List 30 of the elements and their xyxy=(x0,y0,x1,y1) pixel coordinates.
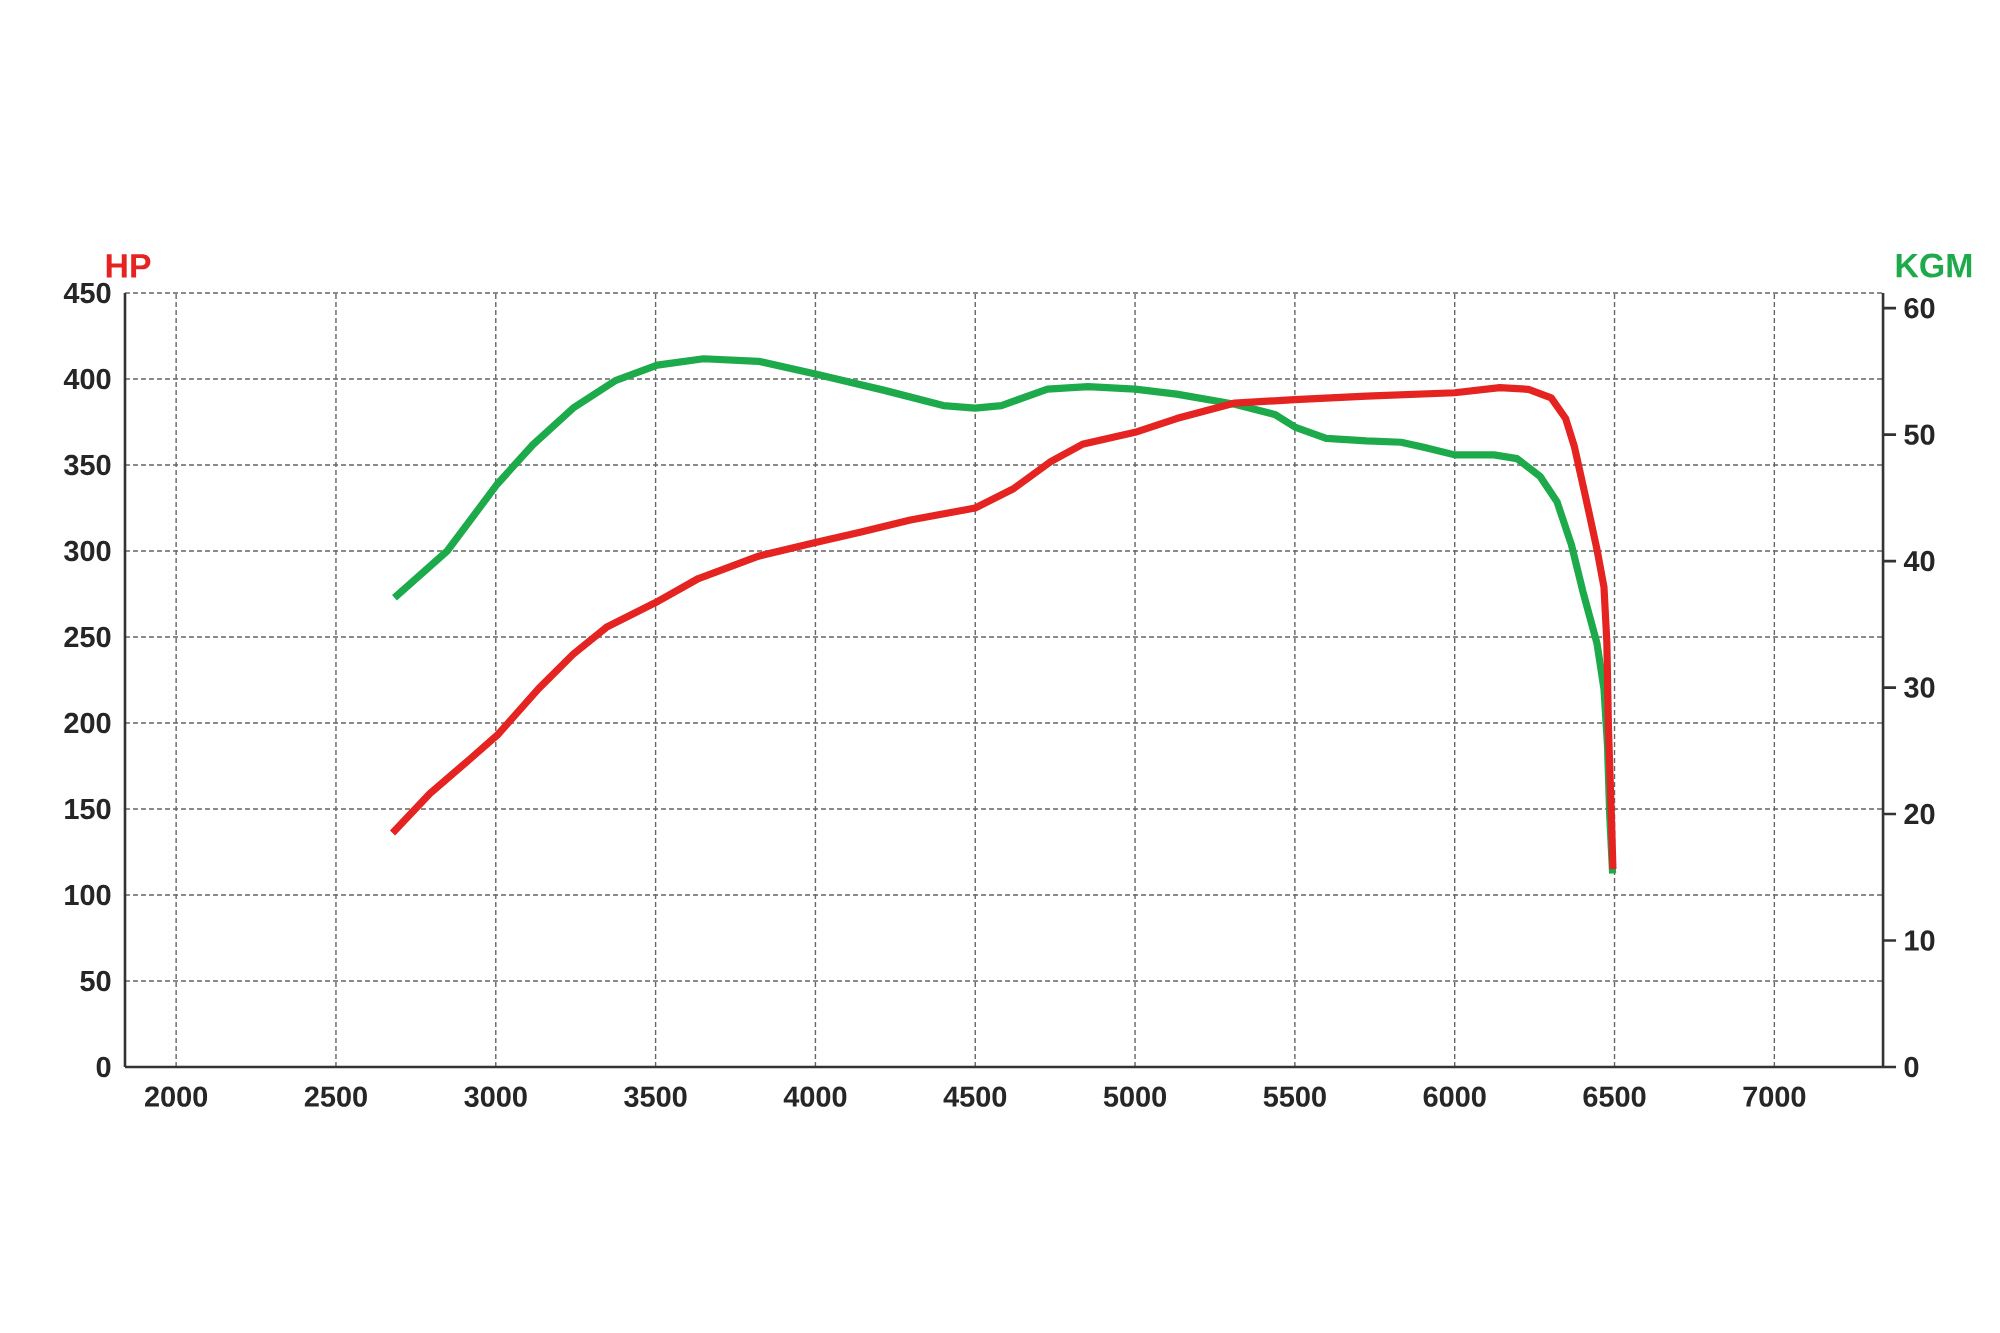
x-tick-label: 5000 xyxy=(1103,1086,1167,1107)
x-tick-label: 2000 xyxy=(145,1086,208,1107)
y2-tick-label: 50 xyxy=(1904,424,1935,445)
y2-tick-label: 10 xyxy=(1905,930,1935,951)
y2-tick-label: 30 xyxy=(1904,677,1935,698)
x-tick-label: 6000 xyxy=(1423,1086,1486,1107)
x-tick-label: 6500 xyxy=(1583,1086,1646,1107)
y-tick-label: 400 xyxy=(63,368,111,390)
y-tick-label: 250 xyxy=(64,626,111,648)
y2-tick-label: 40 xyxy=(1903,550,1935,572)
y-tick-label: 450 xyxy=(63,282,111,304)
y-axis-title: HP xyxy=(106,254,151,278)
y-tick-label: 200 xyxy=(64,712,111,734)
y2-tick-label: 60 xyxy=(1904,297,1935,319)
y2-tick-label: 20 xyxy=(1904,803,1935,825)
y-tick-label: 100 xyxy=(65,884,111,906)
x-tick-label: 5500 xyxy=(1263,1086,1326,1107)
y-tick-label: 300 xyxy=(64,540,111,562)
x-tick-label: 3500 xyxy=(624,1086,687,1107)
y-tick-label: 150 xyxy=(65,798,111,820)
y-tick-label: 350 xyxy=(64,454,111,476)
x-tick-label: 3000 xyxy=(464,1086,527,1107)
y-tick-label: 50 xyxy=(80,970,111,992)
x-tick-label: 4000 xyxy=(783,1086,847,1107)
y2-axis-title: KGM xyxy=(1896,253,1972,278)
x-tick-label: 2500 xyxy=(304,1086,367,1107)
x-tick-label: 4500 xyxy=(943,1086,1007,1107)
y-tick-label: 0 xyxy=(96,1056,111,1078)
x-tick-label: 7000 xyxy=(1743,1086,1806,1107)
y2-tick-label: 0 xyxy=(1904,1056,1919,1078)
